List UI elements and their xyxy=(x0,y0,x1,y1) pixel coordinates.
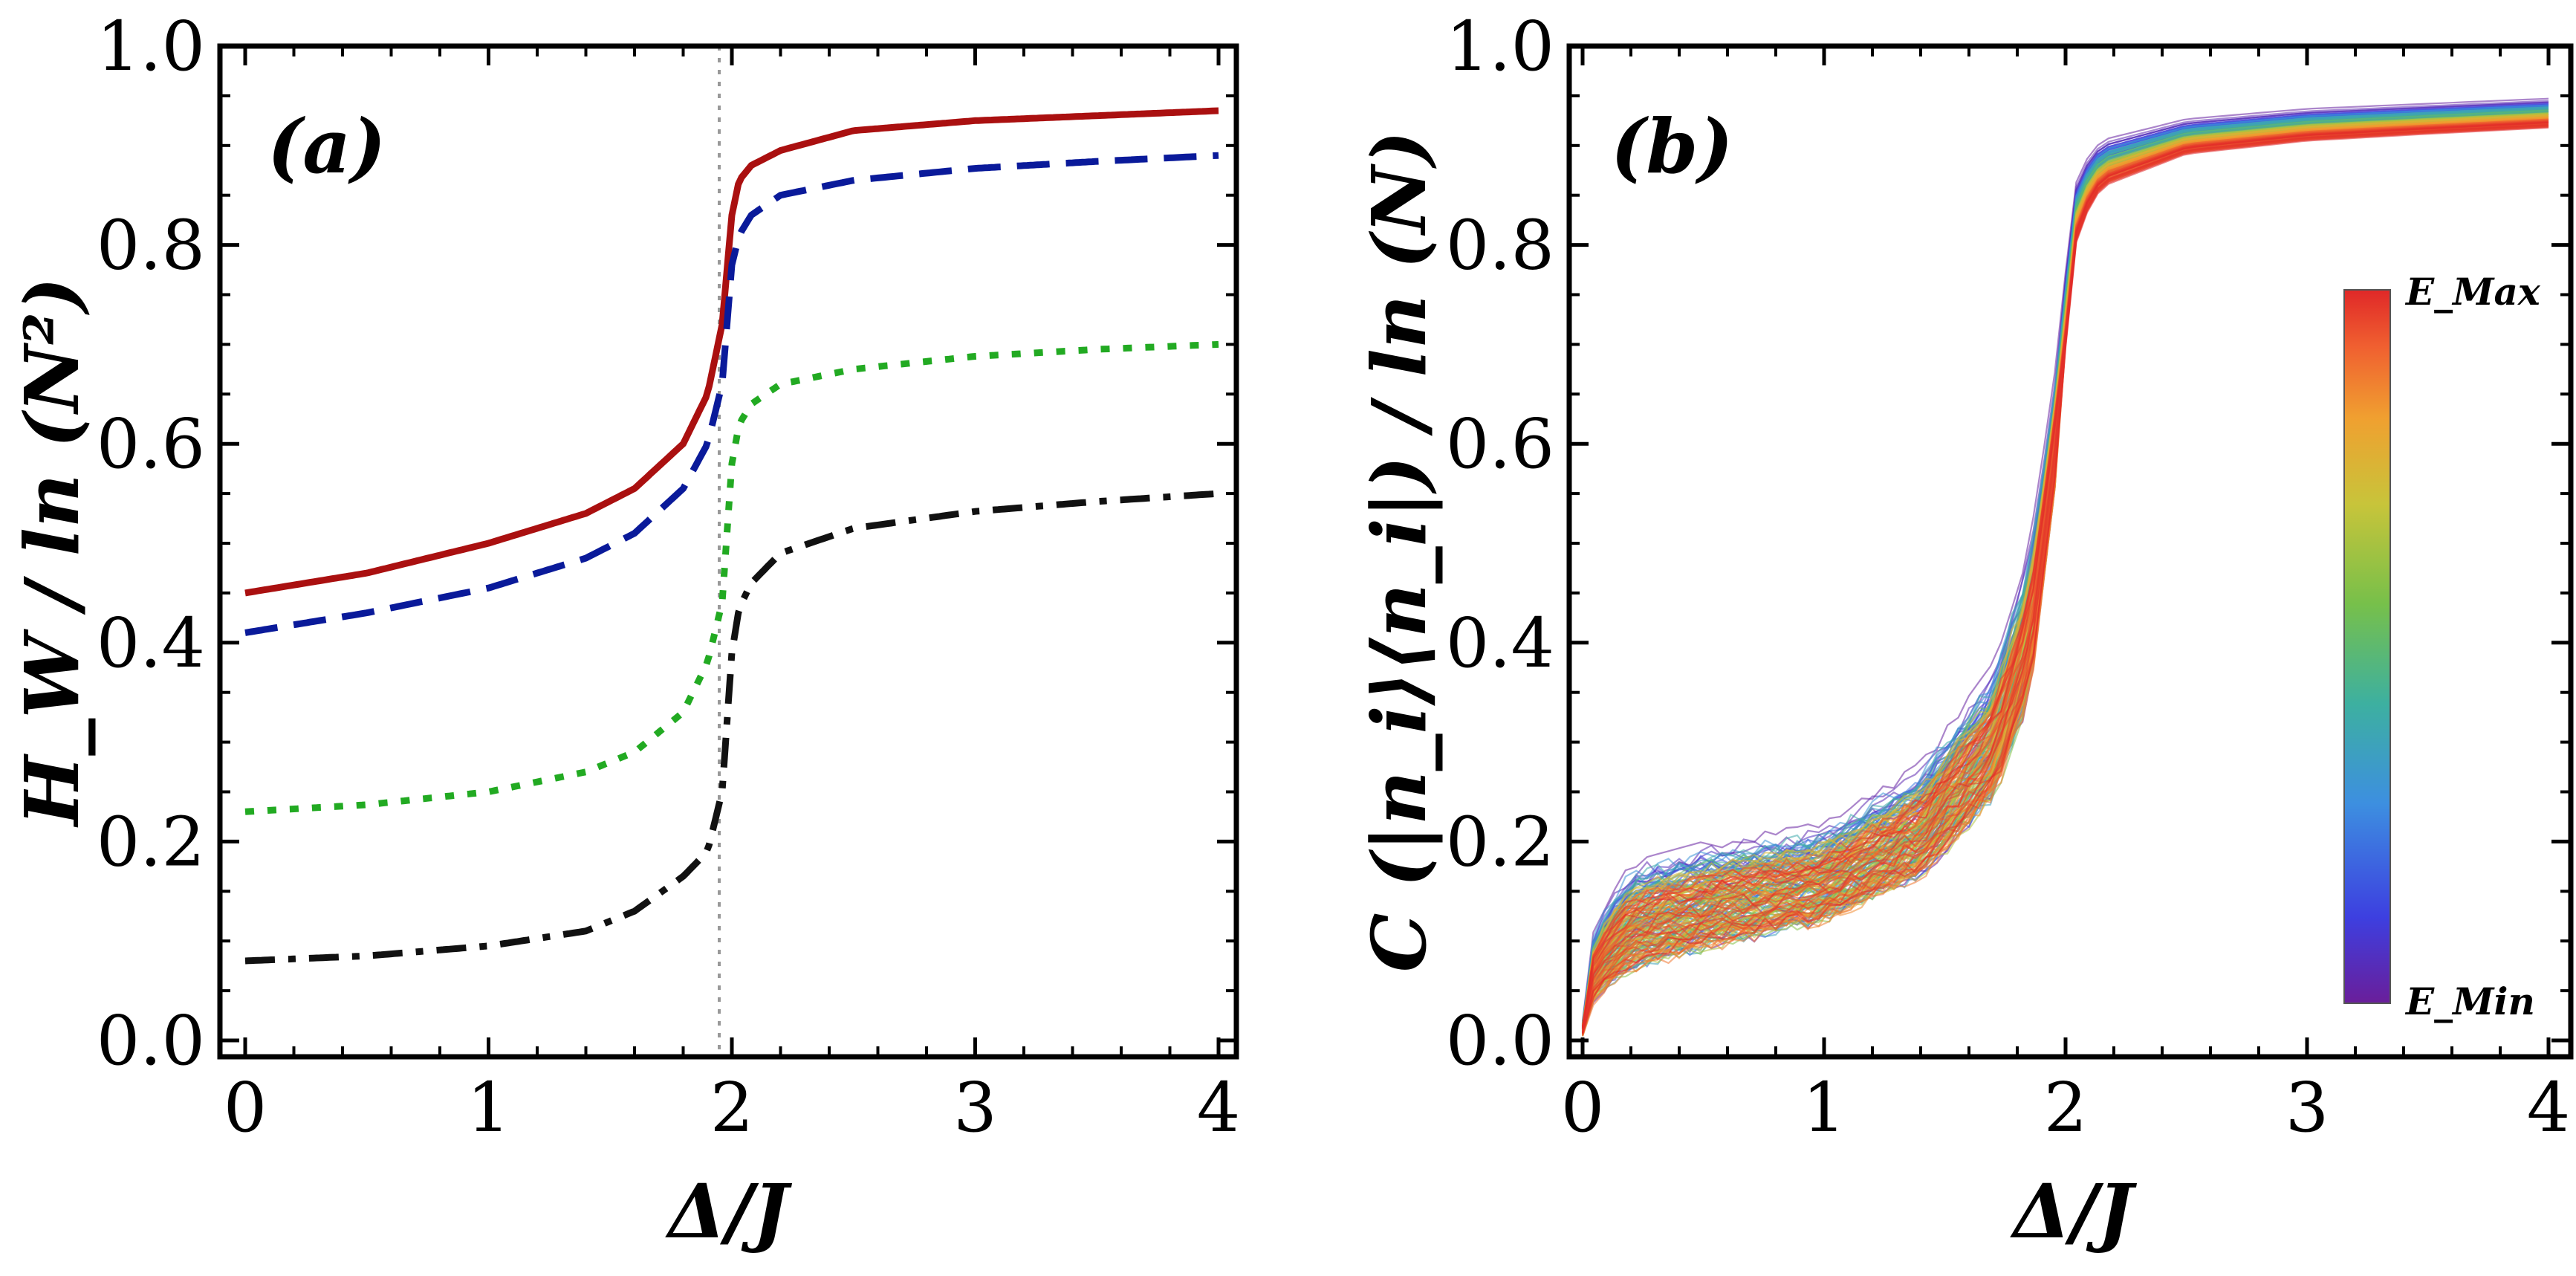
ensemble-curve xyxy=(1581,114,2549,1029)
series-line-solid xyxy=(244,107,1219,597)
x-tick-label: 1 xyxy=(467,1068,510,1147)
ensemble-curve xyxy=(1581,110,2549,1031)
y-tick-label: 0.0 xyxy=(97,1001,205,1081)
x-axis-title: Δ/J xyxy=(2009,1167,2137,1255)
y-tick-label: 0.2 xyxy=(97,802,205,881)
x-tick-label: 4 xyxy=(2527,1068,2571,1147)
y-tick-label: 0.6 xyxy=(1446,404,1554,484)
series-group xyxy=(244,107,1219,965)
series-line-dashdot xyxy=(244,490,1219,965)
series-group xyxy=(1581,97,2549,1037)
panel-label: (a) xyxy=(267,103,386,190)
ticks-group: 0 1 2 3 4 0.0 0.2 0.4 0.6 0.8 1.0 xyxy=(97,7,1241,1147)
colorbar-gradient xyxy=(2343,289,2391,1004)
colorbar-max-label: E_Max xyxy=(2404,270,2541,314)
series-line-dashed xyxy=(244,152,1219,636)
x-tick-label: 1 xyxy=(1803,1068,1846,1147)
y-tick-label: 0.8 xyxy=(1446,206,1554,285)
y-tick-label: 0.4 xyxy=(1446,603,1554,683)
y-tick-label: 0.4 xyxy=(97,603,205,683)
x-tick-label: 3 xyxy=(2285,1068,2329,1147)
colorbar: E_Max E_Min xyxy=(2343,270,2541,1023)
y-axis-title: C (|n_i⟩⟨n_i|) / ln (N) xyxy=(1355,131,1443,972)
panel-b: 0 1 2 3 4 0.0 0.2 0.4 0.6 0.8 1.0 (b) Δ/J C (|n_i⟩… xyxy=(1355,7,2574,1255)
y-tick-label: 0.6 xyxy=(97,404,205,484)
plot-frame xyxy=(1566,43,2574,1060)
ensemble-curve xyxy=(1581,117,2549,1029)
x-axis-title: Δ/J xyxy=(664,1167,792,1255)
ensemble-curve xyxy=(1581,122,2549,1028)
plot-frame xyxy=(217,43,1239,1060)
x-tick-label: 4 xyxy=(1197,1068,1241,1147)
y-tick-label: 1.0 xyxy=(97,7,205,86)
y-axis-title: H_W / ln (N²) xyxy=(8,277,96,828)
x-tick-label: 0 xyxy=(224,1068,267,1147)
colorbar-min-label: E_Min xyxy=(2404,979,2535,1023)
y-tick-label: 0.2 xyxy=(1446,802,1554,881)
y-tick-label: 1.0 xyxy=(1446,7,1554,86)
y-tick-label: 0.0 xyxy=(1446,1001,1554,1081)
panel-a: 0 1 2 3 4 0.0 0.2 0.4 0.6 0.8 1.0 (a) Δ/J H_W / ln… xyxy=(8,7,1240,1255)
x-tick-label: 3 xyxy=(953,1068,997,1147)
x-tick-label: 2 xyxy=(710,1068,754,1147)
ticks-group: 0 1 2 3 4 0.0 0.2 0.4 0.6 0.8 1.0 xyxy=(1446,7,2571,1147)
x-tick-label: 2 xyxy=(2044,1068,2088,1147)
ensemble-curve xyxy=(1581,126,2549,1034)
x-tick-label: 0 xyxy=(1561,1068,1605,1147)
series-line-dotted xyxy=(244,340,1219,815)
y-tick-label: 0.8 xyxy=(97,206,205,285)
panel-label: (b) xyxy=(1611,103,1733,190)
